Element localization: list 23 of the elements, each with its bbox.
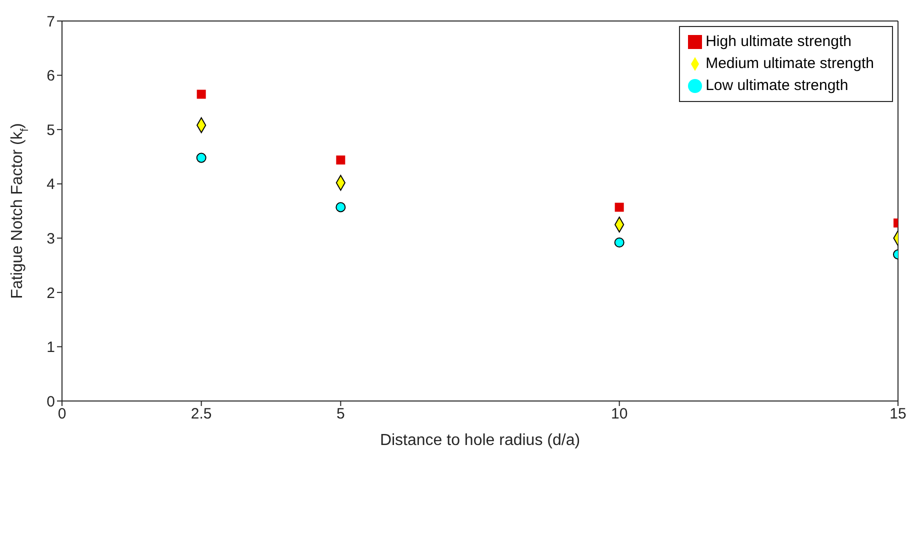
legend-label: Low ultimate strength — [706, 77, 848, 94]
point — [336, 202, 346, 212]
x-tick-label: 0 — [58, 406, 66, 423]
x-tick-label: 5 — [336, 406, 345, 423]
x-tick-label: 10 — [610, 406, 628, 423]
x-axis-title: Distance to hole radius (d/a) — [380, 432, 580, 449]
point — [196, 152, 206, 163]
point — [336, 155, 346, 164]
legend-label: Medium ultimate strength — [706, 55, 874, 72]
y-tick-label: 0 — [46, 393, 55, 410]
y-tick-label: 5 — [46, 122, 55, 139]
legend-label: High ultimate strength — [706, 33, 852, 50]
y-tick-label: 7 — [46, 13, 55, 30]
point — [196, 90, 206, 99]
y-tick-label: 6 — [46, 68, 55, 85]
y-tick-label: 4 — [46, 176, 55, 194]
y-tick-label: 3 — [46, 230, 55, 248]
x-tick-label: 15 — [890, 406, 906, 423]
point — [614, 202, 624, 212]
y-tick-label: 1 — [46, 339, 55, 356]
x-tick-label: 2.5 — [190, 406, 212, 423]
y-tick-label: 2 — [46, 284, 55, 302]
point — [614, 237, 624, 248]
